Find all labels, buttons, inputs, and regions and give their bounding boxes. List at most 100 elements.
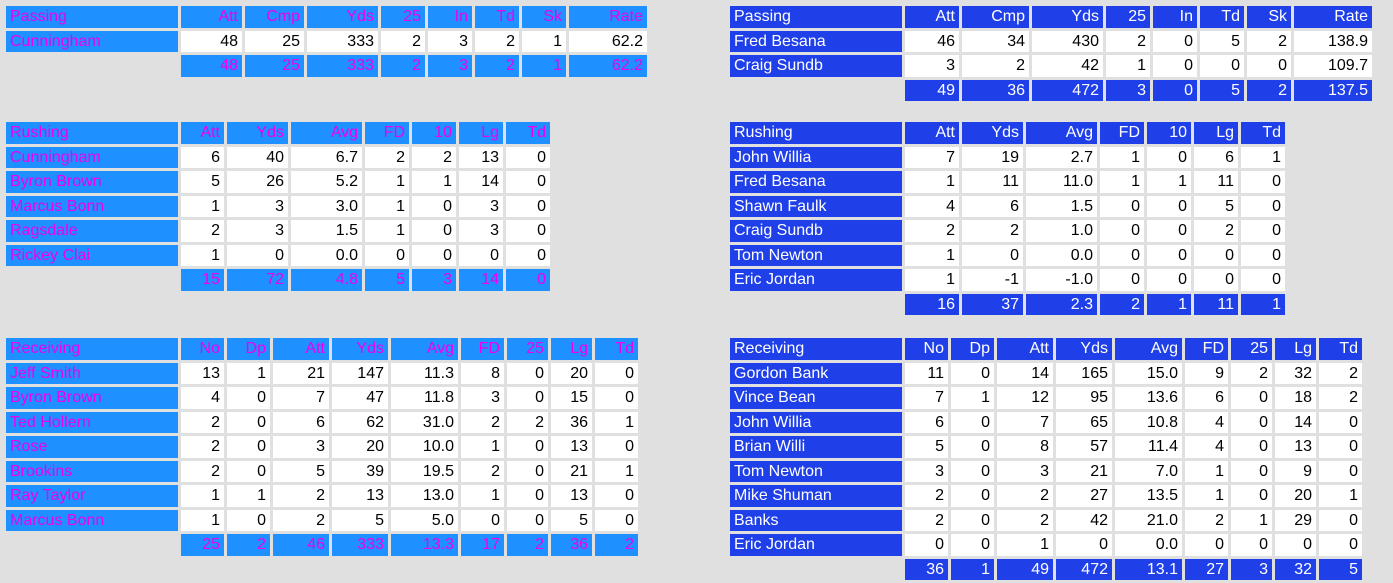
stat-cell: 0: [1231, 460, 1272, 482]
stat-cell: 2: [1247, 30, 1291, 52]
column-header: Avg: [1115, 338, 1182, 360]
stat-cell: 0: [412, 244, 456, 266]
column-header: Rate: [569, 6, 647, 28]
stat-cell: 11.4: [1115, 436, 1182, 458]
stat-cell: 2: [1231, 362, 1272, 384]
stat-cell: 0: [595, 485, 638, 507]
stat-cell: 3: [459, 195, 503, 217]
stat-cell: -1: [962, 269, 1023, 291]
column-header: No: [905, 338, 948, 360]
column-header: Td: [1200, 6, 1244, 28]
stat-cell: 3: [428, 30, 472, 52]
stat-cell: 0: [951, 485, 994, 507]
total-cell: 2: [507, 534, 548, 556]
stat-cell: 0: [1100, 195, 1144, 217]
stat-cell: 165: [1056, 362, 1112, 384]
column-header: Att: [905, 6, 959, 28]
total-cell: 15: [181, 269, 224, 291]
column-header: Rate: [1294, 6, 1372, 28]
stat-cell: 0: [1231, 411, 1272, 433]
stat-cell: 0: [1185, 534, 1228, 556]
stat-cell: 2: [1194, 220, 1238, 242]
table-row: Fred Besana 1 11 11.0 1 1 11 0: [730, 171, 1285, 193]
stat-cell: 1: [997, 534, 1053, 556]
stat-cell: 0: [506, 220, 550, 242]
total-cell: 48: [181, 55, 242, 77]
stat-cell: 11.3: [391, 362, 458, 384]
stat-cell: 0: [1100, 244, 1144, 266]
total-cell: 4.8: [291, 269, 362, 291]
column-header: Lg: [459, 122, 503, 144]
column-header: Dp: [951, 338, 994, 360]
table-row: Banks 2 0 2 42 21.0 2 1 29 0: [730, 509, 1362, 531]
stat-cell: 1: [1106, 55, 1150, 77]
team-a-passing-table: Passing Att Cmp Yds 25 In Td Sk Rate Cunningham 48…: [3, 3, 650, 80]
total-cell: 1: [522, 55, 566, 77]
stat-cell: 0: [951, 509, 994, 531]
stat-cell: 0: [227, 244, 288, 266]
stat-cell: 0: [507, 485, 548, 507]
section-title: Receiving: [730, 338, 902, 360]
stat-cell: 0: [1147, 195, 1191, 217]
total-cell: 2.3: [1026, 293, 1097, 315]
total-cell: 16: [905, 293, 959, 315]
column-header: Att: [905, 122, 959, 144]
column-header: 25: [381, 6, 425, 28]
stat-cell: 3: [273, 436, 329, 458]
total-cell: 472: [1032, 79, 1103, 101]
table-row: Jeff Smith 13 1 21 147 11.3 8 0 20 0: [6, 362, 638, 384]
stat-cell: 7: [273, 387, 329, 409]
stat-cell: 1: [1147, 171, 1191, 193]
stat-cell: 19: [962, 146, 1023, 168]
stat-cell: 0: [951, 411, 994, 433]
total-cell: 0: [1153, 79, 1197, 101]
total-cell: 2: [381, 55, 425, 77]
stat-cell: 1: [1185, 485, 1228, 507]
stat-cell: 9: [1185, 362, 1228, 384]
table-totals-row: 15 72 4.8 5 3 14 0: [6, 269, 550, 291]
stat-cell: 26: [227, 171, 288, 193]
table-row: Marcus Bonn 1 0 2 5 5.0 0 0 5 0: [6, 509, 638, 531]
total-cell: 5: [365, 269, 409, 291]
stat-cell: 1: [595, 411, 638, 433]
table-row: Brian Willi 5 0 8 57 11.4 4 0 13 0: [730, 436, 1362, 458]
stat-cell: 1: [227, 362, 270, 384]
stat-cell: 1: [365, 171, 409, 193]
stat-cell: 13.0: [391, 485, 458, 507]
column-header: Avg: [391, 338, 458, 360]
table-header-row: Passing Att Cmp Yds 25 In Td Sk Rate: [6, 6, 647, 28]
table-row: Shawn Faulk 4 6 1.5 0 0 5 0: [730, 195, 1285, 217]
player-name: Marcus Bonn: [6, 195, 178, 217]
stat-cell: 0: [1319, 534, 1362, 556]
stat-cell: 1: [365, 220, 409, 242]
team-b-rushing-table: Rushing Att Yds Avg FD 10 Lg Td John Willia 7 19 2.…: [727, 119, 1288, 318]
stat-cell: 0: [905, 534, 948, 556]
stat-cell: 65: [1056, 411, 1112, 433]
total-cell: 5: [1200, 79, 1244, 101]
stat-cell: 0: [461, 509, 504, 531]
stat-cell: 0: [412, 195, 456, 217]
column-header: In: [428, 6, 472, 28]
table-row: John Willia 6 0 7 65 10.8 4 0 14 0: [730, 411, 1362, 433]
table-row: Craig Sundb 3 2 42 1 0 0 0 109.7: [730, 55, 1372, 77]
stat-cell: 3: [459, 220, 503, 242]
stat-cell: 4: [181, 387, 224, 409]
stat-cell: 13.5: [1115, 485, 1182, 507]
column-header: Lg: [551, 338, 592, 360]
stat-cell: 333: [307, 30, 378, 52]
stat-cell: 5: [1200, 30, 1244, 52]
stat-cell: 2.7: [1026, 146, 1097, 168]
column-header: Avg: [291, 122, 362, 144]
stat-cell: 0: [1147, 146, 1191, 168]
stat-cell: 1: [522, 30, 566, 52]
player-name: Marcus Bonn: [6, 509, 178, 531]
stat-cell: 0.0: [1115, 534, 1182, 556]
stat-cell: 6: [273, 411, 329, 433]
stat-cell: 0: [1241, 195, 1285, 217]
stat-cell: 0: [227, 436, 270, 458]
stat-cell: 0: [506, 244, 550, 266]
stat-cell: 62.2: [569, 30, 647, 52]
player-name: Cunningham: [6, 30, 178, 52]
player-name: John Willia: [730, 146, 902, 168]
stat-cell: 1.5: [1026, 195, 1097, 217]
